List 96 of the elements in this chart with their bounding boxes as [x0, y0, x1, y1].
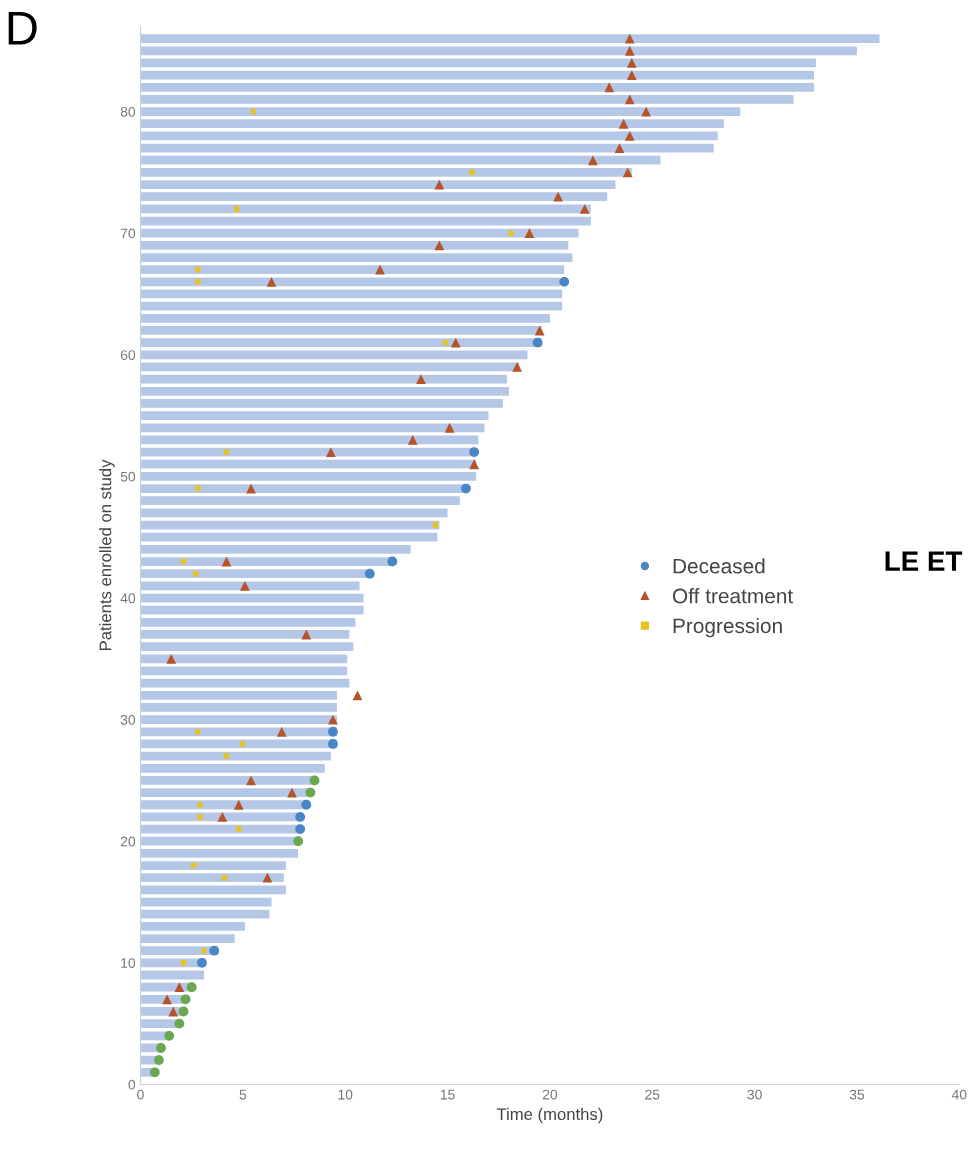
- bar: [140, 34, 880, 43]
- bar: [140, 82, 814, 92]
- bar: [140, 301, 563, 311]
- x-tick-label: 20: [542, 1089, 558, 1100]
- bar: [140, 253, 573, 262]
- bar: [140, 338, 542, 348]
- bar: [140, 119, 724, 129]
- bar: [140, 897, 272, 907]
- bar: [140, 411, 489, 420]
- x-tick-label: 15: [440, 1089, 455, 1100]
- bar: [140, 180, 616, 189]
- bar: [140, 386, 509, 396]
- bar: [140, 435, 479, 445]
- bar: [140, 423, 485, 433]
- bar: [140, 362, 520, 372]
- y-tick-label: 30: [120, 714, 136, 725]
- bar: [140, 496, 460, 506]
- legend-label: Progression: [673, 617, 782, 638]
- bar: [140, 970, 204, 980]
- bar: [140, 678, 350, 688]
- bar: [140, 374, 507, 384]
- bar: [140, 934, 235, 943]
- bar: [140, 520, 440, 530]
- bar: [140, 459, 477, 469]
- bar: [140, 715, 338, 724]
- bar: [140, 921, 245, 931]
- bar: [140, 228, 579, 238]
- bar: [140, 399, 503, 408]
- bar: [140, 849, 299, 858]
- bar: [140, 703, 338, 712]
- y-tick-label: 50: [120, 471, 136, 482]
- bar: [140, 666, 348, 676]
- x-tick-label: 40: [951, 1089, 967, 1100]
- legend-label: Deceased: [673, 558, 765, 574]
- bar: [140, 289, 563, 299]
- y-tick-label: 70: [120, 228, 136, 239]
- bar: [140, 557, 393, 566]
- bar: [140, 58, 817, 68]
- bar: [140, 95, 794, 104]
- y-tick-label: 60: [120, 350, 136, 360]
- bar: [140, 873, 284, 883]
- bar: [140, 885, 286, 895]
- legend-label: Off treatment: [672, 588, 794, 604]
- bar: [140, 593, 364, 603]
- bar: [140, 216, 591, 226]
- bar: [140, 46, 857, 56]
- bar: [140, 265, 565, 275]
- bar: [140, 776, 315, 785]
- x-tick-label: 25: [645, 1089, 660, 1100]
- x-tick-label: 10: [338, 1089, 353, 1100]
- bar: [140, 654, 348, 664]
- bar: [140, 727, 338, 737]
- y-tick-label: 80: [120, 106, 136, 117]
- x-tick-label: 0: [137, 1089, 144, 1100]
- x-axis-title: Time (months): [496, 1107, 603, 1124]
- x-tick-label: 5: [239, 1089, 247, 1100]
- bar: [140, 350, 528, 360]
- bar: [140, 630, 350, 639]
- bar: [140, 751, 331, 761]
- bar: [140, 313, 550, 323]
- bar: [140, 532, 438, 542]
- bar: [140, 107, 741, 116]
- y-axis-title: Patients enrolled on study: [99, 459, 115, 650]
- y-tick-label: 0: [128, 1079, 136, 1090]
- y-tick-label: 20: [120, 836, 136, 847]
- bar: [140, 192, 608, 202]
- bar: [140, 204, 591, 214]
- bar: [140, 508, 448, 518]
- bar: [140, 642, 354, 652]
- bar: [140, 763, 325, 773]
- text: D: [8, 11, 37, 45]
- bar: [140, 605, 364, 615]
- x-tick-label: 30: [747, 1089, 762, 1100]
- bar: [140, 131, 718, 141]
- bar: [140, 544, 411, 554]
- x-tick-label: 35: [849, 1089, 865, 1100]
- bar: [140, 617, 356, 627]
- bar: [140, 277, 561, 287]
- bar: [140, 788, 311, 797]
- annotation: LE ET: [885, 551, 963, 571]
- y-tick-label: 10: [121, 958, 136, 969]
- bar: [140, 143, 714, 153]
- bar: [140, 861, 286, 870]
- bar: [140, 836, 299, 846]
- bar: [140, 581, 360, 591]
- bar: [140, 155, 661, 165]
- bar: [140, 909, 270, 919]
- bar: [140, 168, 632, 177]
- bar: [140, 484, 466, 493]
- bar: [140, 800, 307, 810]
- bar: [140, 472, 477, 481]
- bar: [140, 240, 569, 250]
- bar: [140, 690, 338, 700]
- y-tick-label: 40: [120, 593, 136, 604]
- bar: [140, 70, 814, 80]
- bar: [140, 326, 542, 335]
